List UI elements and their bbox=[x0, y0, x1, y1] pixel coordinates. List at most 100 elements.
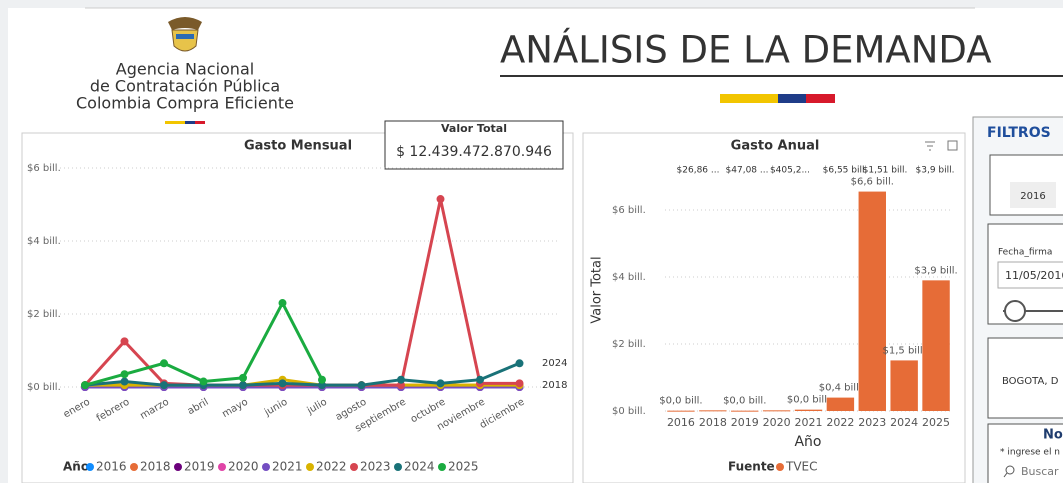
year-button[interactable] bbox=[1010, 182, 1056, 208]
series-marker bbox=[476, 375, 484, 384]
series-marker bbox=[318, 375, 326, 384]
data-label: $6,6 bill. bbox=[851, 177, 894, 188]
kpi-value: $ 12.439.472.870.946 bbox=[396, 144, 552, 160]
legend-title: Año bbox=[63, 460, 89, 474]
series-marker bbox=[278, 299, 287, 308]
legend-label: 2021 bbox=[272, 460, 303, 474]
annotation: $47,08 ... bbox=[726, 166, 769, 176]
search-slicer bbox=[987, 423, 1063, 483]
series-marker bbox=[318, 381, 326, 390]
filter-title: FILTROS bbox=[987, 125, 1051, 141]
legend-marker bbox=[776, 463, 784, 471]
flag-small bbox=[165, 121, 205, 124]
legend-marker bbox=[262, 463, 270, 471]
x-tick-label: 2019 bbox=[731, 416, 759, 429]
agency-line: Agencia Nacional bbox=[116, 60, 254, 79]
bar bbox=[667, 410, 695, 412]
y-tick-label: $6 bill. bbox=[612, 205, 646, 216]
y-tick-label: $2 bill. bbox=[27, 309, 61, 320]
series-line bbox=[84, 361, 521, 387]
series-marker bbox=[278, 379, 287, 388]
bar bbox=[794, 409, 823, 411]
search-icon bbox=[1003, 465, 1015, 478]
legend-marker bbox=[218, 463, 226, 471]
date-value: 11/05/2016 bbox=[1005, 269, 1063, 282]
annotation: $6,55 bill. bbox=[823, 166, 868, 176]
x-tick-label: 2023 bbox=[858, 416, 886, 429]
legend-label: 2019 bbox=[184, 460, 215, 474]
x-tick-label: 2016 bbox=[667, 416, 695, 429]
series-marker bbox=[397, 381, 405, 390]
y-axis-label: Valor Total bbox=[590, 256, 605, 323]
legend-marker bbox=[350, 463, 358, 471]
x-tick-label: 2021 bbox=[795, 416, 823, 429]
data-label: $3,9 bill. bbox=[914, 265, 957, 276]
annotation: $1,51 bill. bbox=[863, 166, 908, 176]
bar bbox=[731, 410, 759, 412]
bar bbox=[826, 397, 855, 411]
data-label: $0,0 bill. bbox=[787, 395, 830, 406]
emblem bbox=[168, 17, 202, 52]
agency-line: de Contratación Pública bbox=[90, 77, 280, 96]
agency-line: Colombia Compra Eficiente bbox=[76, 94, 294, 113]
x-tick-label: 2022 bbox=[826, 416, 854, 429]
data-label: $0,4 bill. bbox=[819, 383, 862, 394]
series-marker bbox=[397, 375, 405, 384]
legend-marker bbox=[130, 463, 138, 471]
series-marker bbox=[436, 195, 445, 204]
bar bbox=[890, 360, 918, 411]
series-marker bbox=[436, 379, 445, 388]
year-button-label: 2016 bbox=[1020, 191, 1045, 202]
location-slicer bbox=[987, 337, 1063, 419]
location-value: BOGOTA, D bbox=[1002, 376, 1059, 387]
date-input[interactable] bbox=[997, 261, 1063, 289]
series-marker bbox=[81, 381, 89, 390]
line-panel bbox=[21, 132, 574, 483]
slider-handle[interactable] bbox=[1004, 300, 1026, 322]
annotation: $3,9 bill. bbox=[916, 166, 955, 176]
y-tick-label: $6 bill. bbox=[27, 163, 61, 174]
y-tick-label: $0 bill. bbox=[612, 406, 646, 417]
search-title: No bbox=[1043, 428, 1063, 443]
data-label: $0,0 bill. bbox=[659, 396, 702, 407]
legend-label: TVEC bbox=[785, 460, 818, 474]
x-tick-label: 2020 bbox=[763, 416, 791, 429]
flag bbox=[720, 94, 835, 103]
search-input[interactable]: Buscar bbox=[1021, 465, 1059, 478]
kpi-label: Valor Total bbox=[441, 122, 507, 135]
legend-label: 2016 bbox=[96, 460, 127, 474]
data-label: $0,0 bill. bbox=[723, 396, 766, 407]
legend-label: 2022 bbox=[316, 460, 347, 474]
annotation: $26,86 ... bbox=[677, 166, 720, 176]
x-tick-label: 2025 bbox=[922, 416, 950, 429]
series-marker bbox=[120, 337, 129, 346]
bar bbox=[762, 410, 791, 412]
series-marker bbox=[357, 381, 366, 390]
series-marker bbox=[515, 359, 524, 368]
series-marker bbox=[239, 373, 247, 382]
visual-icons[interactable] bbox=[925, 140, 958, 151]
legend-label: 2018 bbox=[140, 460, 171, 474]
chart-title: Gasto Anual bbox=[731, 139, 820, 154]
legend-marker bbox=[86, 463, 94, 471]
legend-label: 2024 bbox=[404, 460, 435, 474]
y-tick-label: $2 bill. bbox=[612, 339, 646, 350]
legend-label: 2023 bbox=[360, 460, 391, 474]
legend-marker bbox=[306, 463, 314, 471]
data-label: $1,5 bill. bbox=[883, 345, 926, 356]
series-marker bbox=[160, 381, 168, 390]
legend-label: 2025 bbox=[448, 460, 479, 474]
legend-marker bbox=[438, 463, 446, 471]
legend-label: 2020 bbox=[228, 460, 259, 474]
date-label: Fecha_firma bbox=[998, 248, 1052, 258]
series-marker bbox=[160, 359, 168, 368]
series-marker bbox=[199, 377, 208, 386]
bar bbox=[922, 280, 950, 411]
chart-title: Gasto Mensual bbox=[244, 139, 352, 154]
y-tick-label: $4 bill. bbox=[27, 236, 61, 247]
y-tick-label: $0 bill. bbox=[27, 382, 61, 393]
bar bbox=[858, 191, 886, 411]
search-hint: * ingrese el n bbox=[1000, 448, 1060, 458]
kpi-card bbox=[384, 120, 564, 170]
